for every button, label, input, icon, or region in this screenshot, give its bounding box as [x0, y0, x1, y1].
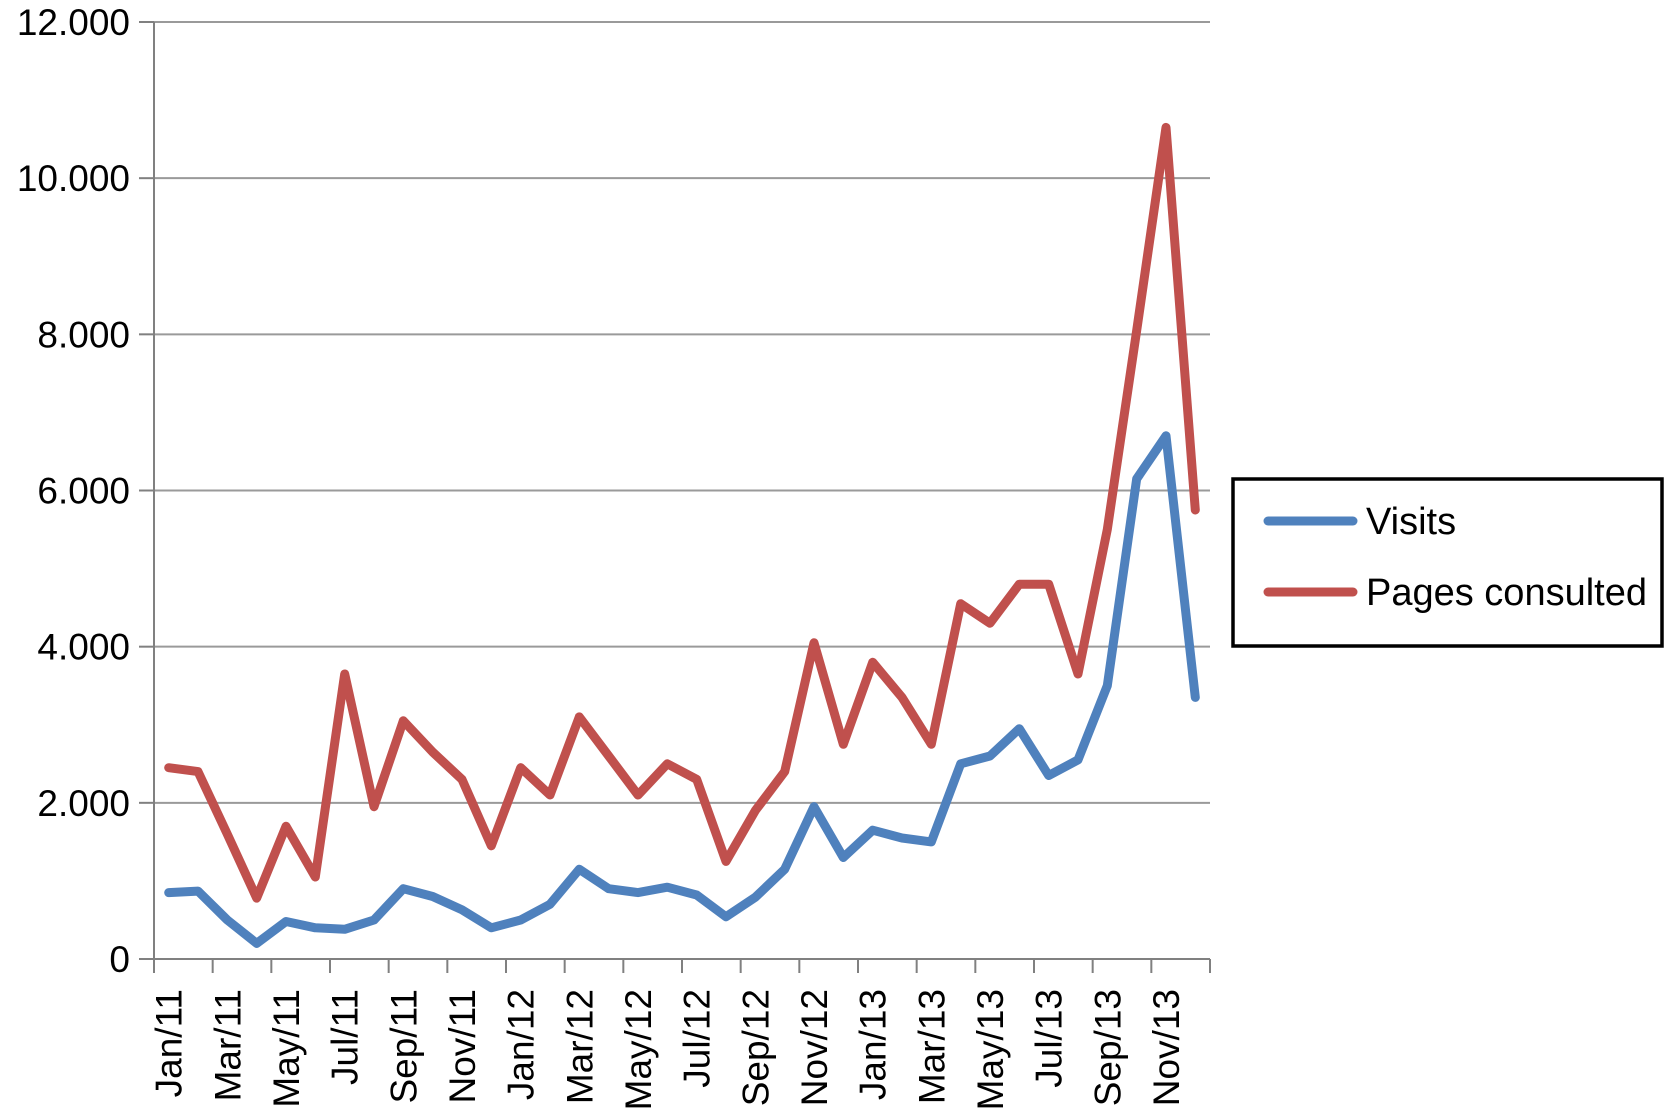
x-axis-tick-label: Mar/11 [207, 989, 248, 1101]
x-axis-tick-label: Nov/11 [442, 989, 483, 1104]
x-axis-tick-label: Jan/12 [501, 989, 542, 1100]
y-axis-tick-label: 8.000 [37, 314, 130, 355]
y-axis-tick-label: 10.000 [17, 158, 130, 199]
y-axis-tick-label: 4.000 [37, 627, 130, 668]
x-axis-tick-label: Jan/13 [853, 989, 894, 1100]
x-axis-tick-label: May/13 [970, 989, 1011, 1110]
x-axis-tick-label: Jan/11 [149, 989, 190, 1097]
x-axis-tick-label: Sep/13 [1087, 989, 1128, 1106]
x-axis-tick-label: May/12 [618, 989, 659, 1110]
legend-label: Visits [1366, 501, 1456, 543]
legend-label: Pages consulted [1366, 572, 1647, 614]
series-line-visits [164, 431, 1200, 948]
x-axis-tick-label: Mar/13 [911, 989, 952, 1104]
legend-box [1231, 477, 1664, 648]
series-line-pages-consulted [164, 122, 1200, 903]
y-axis-tick-label: 12.000 [17, 2, 130, 43]
y-axis-tick-label: 0 [109, 939, 130, 980]
x-axis-tick-label: Mar/12 [559, 989, 600, 1104]
x-axis-tick-label: Nov/12 [794, 989, 835, 1106]
x-axis-tick-label: Jul/12 [677, 989, 718, 1088]
x-axis-tick-label: Jul/13 [1029, 989, 1070, 1088]
x-axis-tick-label: Sep/12 [735, 989, 776, 1106]
x-axis-tick-label: Jul/11 [325, 989, 366, 1085]
x-axis-tick-label: May/11 [266, 989, 307, 1108]
x-axis-tick-label: Sep/11 [383, 989, 424, 1104]
x-axis-tick-label: Nov/13 [1146, 989, 1187, 1106]
y-axis-tick-label: 6.000 [37, 471, 130, 512]
y-axis-tick-label: 2.000 [37, 783, 130, 824]
